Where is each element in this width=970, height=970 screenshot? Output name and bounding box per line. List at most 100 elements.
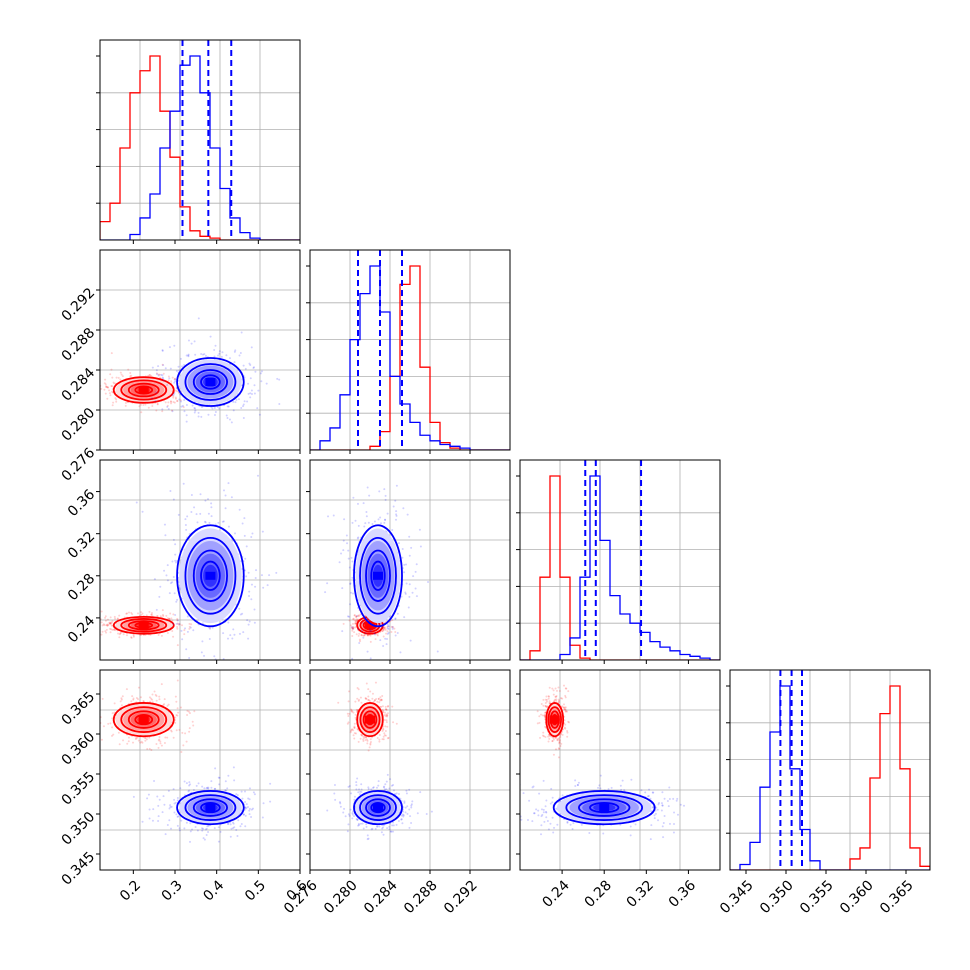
scatter-point xyxy=(342,549,345,552)
scatter-point xyxy=(561,733,564,736)
scatter-point xyxy=(347,823,350,826)
scatter-point xyxy=(213,787,216,790)
scatter-point xyxy=(183,629,186,632)
scatter-point xyxy=(175,622,178,625)
scatter-point xyxy=(154,693,157,696)
scatter-point xyxy=(101,697,104,700)
scatter-point xyxy=(130,374,133,377)
scatter-point xyxy=(386,737,389,740)
scatter-point xyxy=(350,729,353,732)
scatter-point xyxy=(194,353,197,356)
scatter-point xyxy=(162,372,165,375)
scatter-point xyxy=(384,628,387,631)
scatter-point xyxy=(347,557,350,560)
scatter-point xyxy=(174,543,177,546)
scatter-point xyxy=(249,377,252,380)
scatter-point xyxy=(377,518,380,521)
scatter-point xyxy=(91,389,93,391)
scatter-point xyxy=(372,786,375,789)
scatter-point xyxy=(155,391,158,394)
scatter-point xyxy=(390,784,393,787)
scatter-point xyxy=(588,831,591,834)
scatter-point xyxy=(182,744,185,747)
scatter-point xyxy=(148,374,151,377)
scatter-point xyxy=(155,409,158,412)
scatter-point xyxy=(134,737,137,740)
scatter-point xyxy=(257,389,260,392)
scatter-point xyxy=(163,741,166,744)
scatter-point xyxy=(161,408,164,411)
scatter-point xyxy=(389,830,392,833)
scatter-point xyxy=(383,627,386,630)
scatter-point xyxy=(401,813,404,816)
scatter-point xyxy=(118,614,121,617)
scatter-point xyxy=(401,556,404,559)
scatter-point xyxy=(142,403,145,406)
scatter-point xyxy=(205,787,208,790)
scatter-point xyxy=(110,624,113,627)
scatter-point xyxy=(243,790,246,793)
scatter-point xyxy=(366,634,369,637)
scatter-point xyxy=(564,710,567,713)
scatter-point xyxy=(186,515,189,518)
scatter-point xyxy=(137,698,140,701)
contour-line xyxy=(120,618,168,633)
scatter-point xyxy=(246,400,249,403)
scatter-point xyxy=(564,727,567,730)
scatter-point xyxy=(390,830,393,833)
scatter-point xyxy=(646,795,649,798)
scatter-point xyxy=(567,720,570,723)
scatter-point xyxy=(110,628,113,631)
scatter-point xyxy=(395,823,398,826)
scatter-point xyxy=(673,823,676,826)
scatter-point xyxy=(213,355,216,358)
scatter-point xyxy=(176,799,179,802)
scatter-point xyxy=(561,697,564,700)
scatter-point xyxy=(164,534,167,537)
scatter-point xyxy=(372,700,375,703)
scatter-point xyxy=(348,814,351,817)
scatter-point xyxy=(358,698,361,701)
scatter-point xyxy=(161,410,164,413)
scatter-point xyxy=(228,418,231,421)
scatter-point xyxy=(557,737,560,740)
scatter-point xyxy=(543,714,546,717)
scatter-point xyxy=(175,714,178,717)
scatter-point xyxy=(346,712,349,715)
scatter-point xyxy=(354,519,357,522)
scatter-point xyxy=(260,370,263,373)
scatter-point xyxy=(114,629,117,632)
scatter-point xyxy=(177,365,180,368)
scatter-point xyxy=(360,629,363,632)
scatter-point xyxy=(566,731,569,734)
scatter-point xyxy=(566,710,569,713)
scatter-point xyxy=(356,537,359,540)
scatter-point xyxy=(162,614,165,617)
scatter-point xyxy=(226,822,229,825)
scatter-point xyxy=(404,592,407,595)
scatter-point xyxy=(553,698,556,701)
scatter-point xyxy=(163,569,166,572)
scatter-point xyxy=(100,387,103,390)
scatter-point xyxy=(120,704,123,707)
scatter-point xyxy=(544,805,547,808)
scatter-point xyxy=(167,375,170,378)
scatter-point xyxy=(140,411,143,414)
scatter-point xyxy=(353,619,356,622)
scatter-point xyxy=(356,502,359,505)
scatter-point xyxy=(353,798,356,801)
scatter-point xyxy=(104,383,107,386)
scatter-point xyxy=(369,657,372,660)
scatter-point xyxy=(262,586,265,589)
scatter-point xyxy=(192,724,195,727)
scatter-point xyxy=(362,740,365,743)
scatter-point xyxy=(347,700,350,703)
scatter-point xyxy=(252,366,255,369)
scatter-point xyxy=(367,698,370,701)
scatter-point xyxy=(353,614,356,617)
scatter-point xyxy=(156,373,159,376)
scatter-point xyxy=(326,582,329,585)
scatter-point xyxy=(341,630,344,633)
scatter-point xyxy=(230,421,233,424)
scatter-point xyxy=(183,633,186,636)
